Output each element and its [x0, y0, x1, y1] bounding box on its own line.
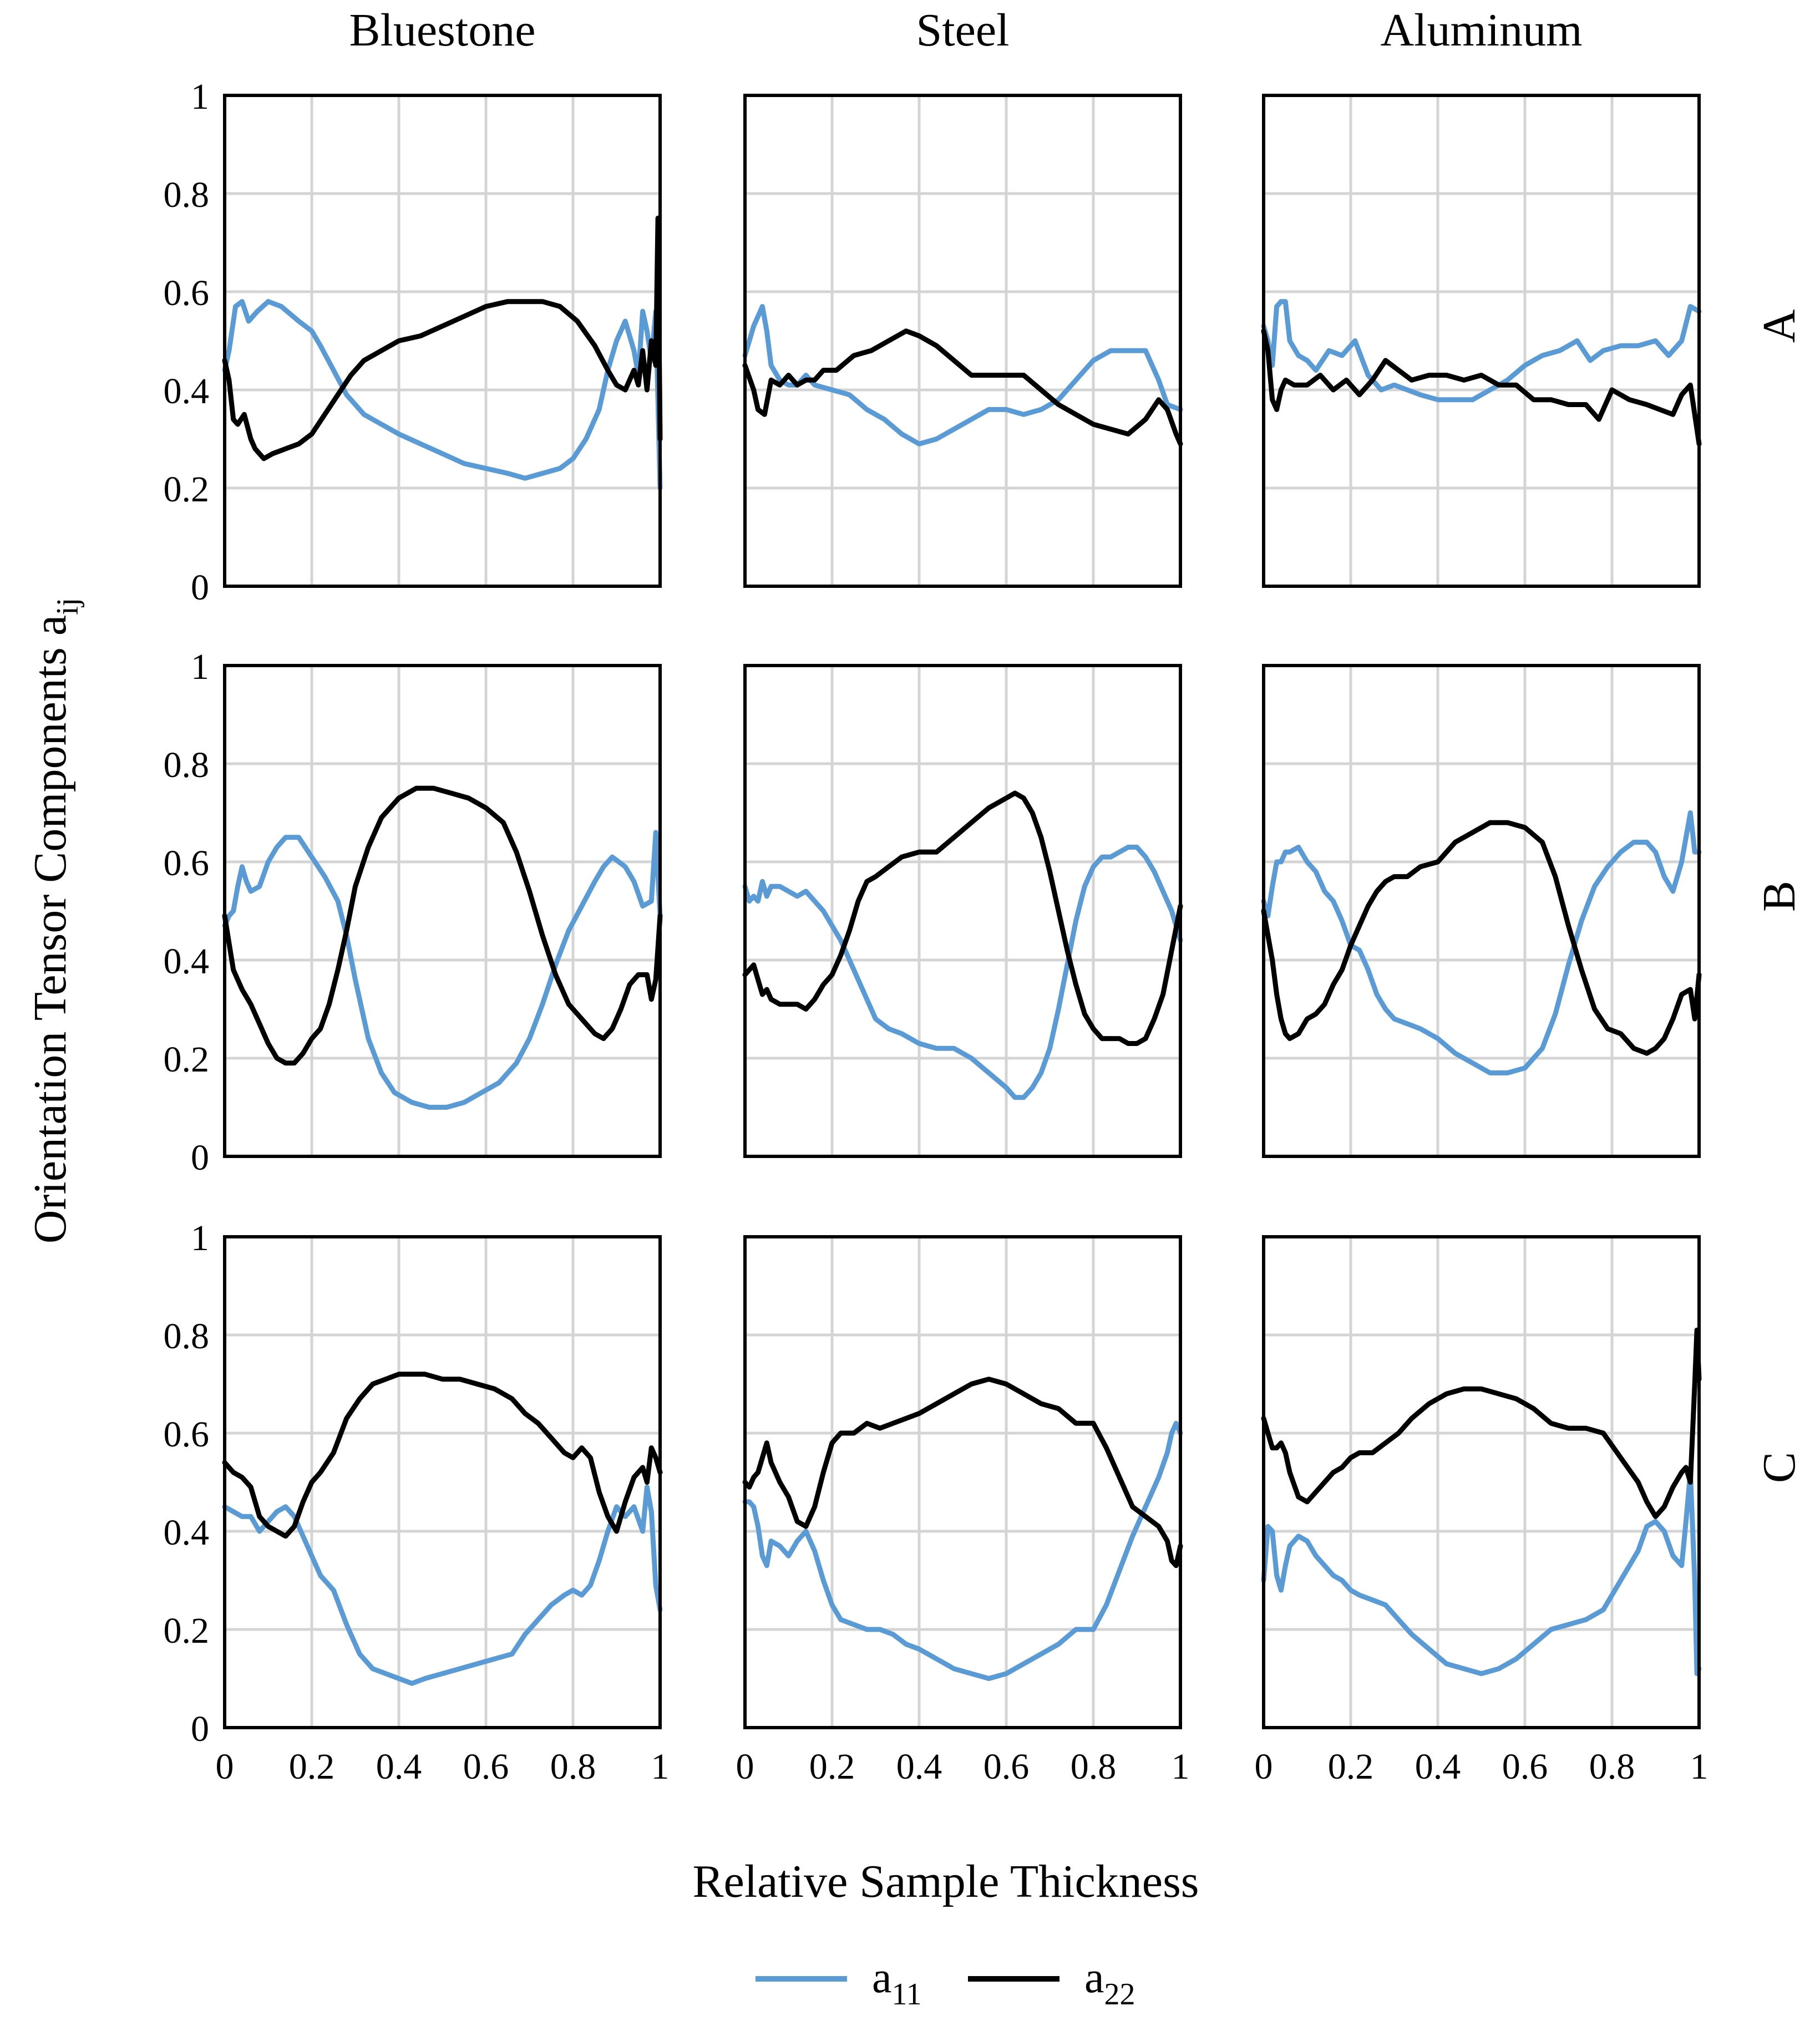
x-axis-label: Relative Sample Thickness — [693, 1856, 1199, 1907]
series-line-a22 — [222, 1372, 663, 1539]
x-tick-label: 0.2 — [289, 1746, 335, 1787]
y-axis-label-subscript: ij — [50, 598, 85, 615]
x-tick-label: 0.4 — [1415, 1746, 1461, 1787]
series-line-a11 — [222, 1484, 663, 1686]
row-label-c: C — [1753, 1452, 1805, 1483]
series-line-a22 — [222, 215, 663, 461]
x-tick-label: 0.2 — [809, 1746, 855, 1787]
series-line-a11 — [1261, 810, 1702, 1075]
y-tick-label: 0.8 — [164, 1316, 210, 1357]
x-tick-label: 0 — [216, 1746, 234, 1787]
y-axis-label-main: Orientation Tensor Components a — [24, 615, 76, 1243]
series-line-a22 — [1261, 328, 1702, 446]
x-tick-label: 0.6 — [463, 1746, 509, 1787]
chart-panels: 0 0.2 0.4 0.6 0.8 1 0 0.2 0.4 0.6 0.8 1 0 0.2 0.4 0.6 0.… — [164, 77, 1709, 1787]
row-label-a: A — [1753, 309, 1805, 343]
row-labels: A B C — [1753, 309, 1805, 1483]
column-title-steel: Steel — [916, 4, 1010, 56]
panel-bluestone-b: 0 0.2 0.4 0.6 0.8 1 — [164, 647, 663, 1178]
series-line-a22 — [742, 328, 1183, 446]
legend-label: a11 — [872, 1953, 921, 2012]
y-tick-label: 1 — [191, 647, 209, 687]
series-line-a11 — [742, 1420, 1183, 1681]
x-tick-label: 0.4 — [376, 1746, 422, 1787]
x-tick-label: 1 — [1690, 1746, 1709, 1787]
x-tick-label: 0.4 — [896, 1746, 942, 1787]
plot-frame — [223, 94, 662, 588]
series-line-a11 — [1261, 299, 1702, 403]
x-tick-label: 0.8 — [1589, 1746, 1635, 1787]
series-line-a22 — [1261, 820, 1702, 1056]
panel-aluminum-c: 0 0.2 0.4 0.6 0.8 1 — [1255, 1235, 1709, 1787]
series-line-a22 — [222, 785, 663, 1066]
y-tick-label: 0 — [191, 1138, 209, 1178]
series-line-a11 — [742, 304, 1183, 446]
series-line-a22 — [1261, 1327, 1702, 1519]
legend: a11 a22 — [756, 1953, 1135, 2012]
plot-frame — [743, 664, 1182, 1158]
y-axis-label: Orientation Tensor Components aij — [24, 598, 85, 1244]
y-tick-label: 0 — [191, 567, 209, 608]
plot-frame — [1262, 1235, 1701, 1729]
x-tick-label: 1 — [651, 1746, 670, 1787]
y-tick-label: 0.6 — [164, 273, 210, 313]
y-tick-label: 0.6 — [164, 843, 210, 883]
y-tick-label: 0.2 — [164, 1039, 210, 1080]
series-line-a11 — [1261, 1470, 1702, 1677]
x-tick-label: 0 — [1255, 1746, 1273, 1787]
series-line-a22 — [742, 790, 1183, 1046]
series-line-a11 — [742, 845, 1183, 1100]
y-tick-label: 1 — [191, 1218, 209, 1258]
series-line-a11 — [222, 299, 663, 491]
legend-item-a22: a22 — [968, 1953, 1135, 2012]
x-tick-label: 0.6 — [1502, 1746, 1548, 1787]
row-label-b: B — [1753, 881, 1805, 912]
plot-frame — [223, 664, 662, 1158]
y-tick-label: 0.2 — [164, 469, 210, 510]
y-tick-label: 0.6 — [164, 1414, 210, 1455]
x-tick-label: 0 — [736, 1746, 754, 1787]
y-tick-label: 0.8 — [164, 745, 210, 785]
plot-frame — [1262, 664, 1701, 1158]
column-titles: Bluestone Steel Aluminum — [349, 4, 1583, 56]
panel-steel-a — [742, 94, 1183, 588]
plot-frame — [223, 1235, 662, 1729]
y-tick-label: 0.2 — [164, 1611, 210, 1651]
y-tick-label: 0.4 — [164, 941, 210, 982]
series-line-a22 — [742, 1377, 1183, 1568]
x-tick-label: 1 — [1172, 1746, 1190, 1787]
y-tick-label: 0.4 — [164, 371, 210, 412]
column-title-aluminum: Aluminum — [1380, 4, 1582, 56]
plot-frame — [743, 1235, 1182, 1729]
y-tick-label: 0 — [191, 1709, 209, 1749]
series-line-a11 — [222, 830, 663, 1110]
legend-label: a22 — [1084, 1953, 1135, 2012]
y-tick-label: 0.4 — [164, 1512, 210, 1553]
column-title-bluestone: Bluestone — [349, 4, 536, 56]
plot-frame — [743, 94, 1182, 588]
x-tick-label: 0.8 — [1071, 1746, 1117, 1787]
x-tick-label: 0.8 — [550, 1746, 596, 1787]
panel-bluestone-c: 0 0.2 0.4 0.6 0.8 1 0 0.2 0.4 0.6 0.8 1 — [164, 1218, 670, 1787]
panel-bluestone-a: 0 0.2 0.4 0.6 0.8 1 — [164, 77, 663, 608]
legend-item-a11: a11 — [756, 1953, 921, 2012]
plot-frame — [1262, 94, 1701, 588]
panel-aluminum-a — [1261, 94, 1702, 588]
panel-steel-b — [742, 664, 1183, 1158]
x-tick-label: 0.6 — [983, 1746, 1030, 1787]
panel-aluminum-b — [1261, 664, 1702, 1158]
panel-steel-c: 0 0.2 0.4 0.6 0.8 1 — [736, 1235, 1190, 1787]
y-tick-label: 0.8 — [164, 175, 210, 215]
x-tick-label: 0.2 — [1328, 1746, 1374, 1787]
y-tick-label: 1 — [191, 77, 209, 117]
